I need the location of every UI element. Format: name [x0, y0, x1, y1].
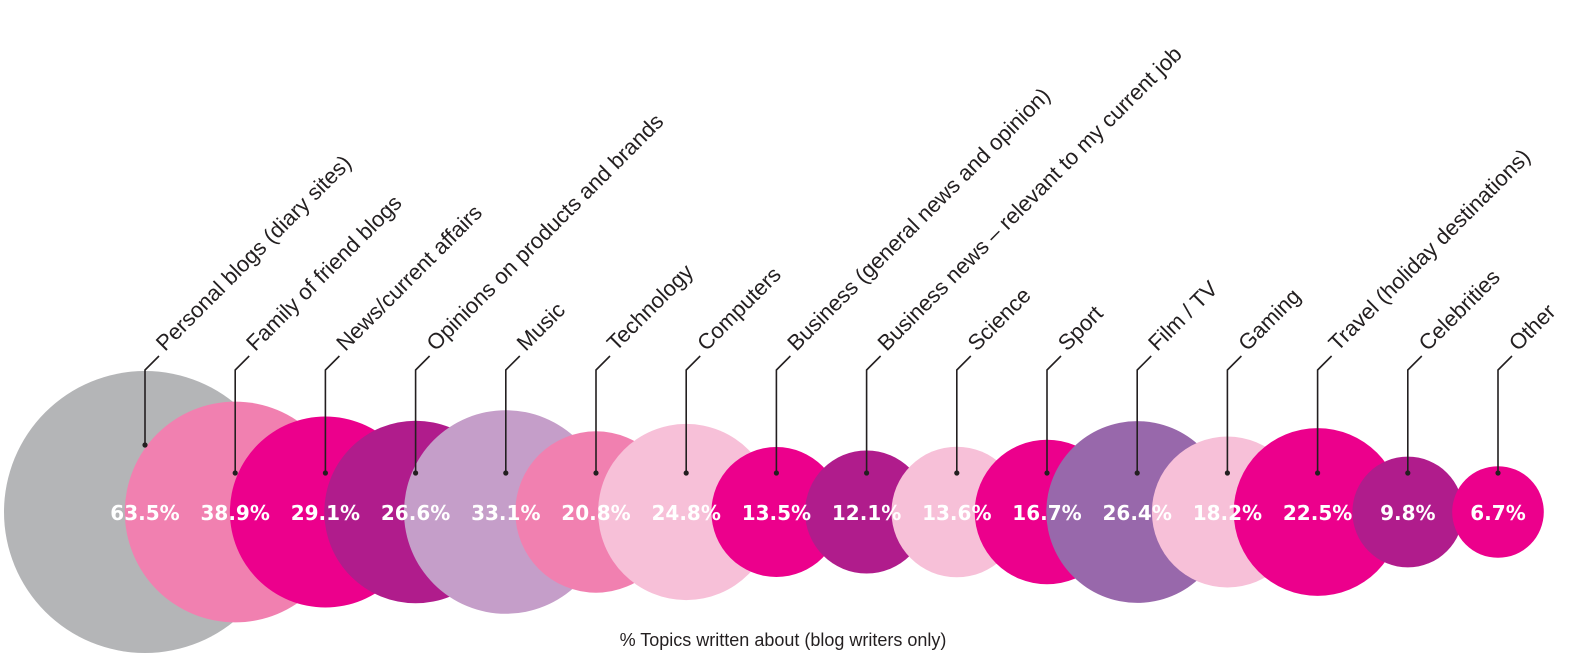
leader-dot [1134, 470, 1140, 476]
leader-dot [773, 470, 780, 476]
leader-line [1046, 355, 1062, 473]
value-label: 24.8% [652, 501, 721, 525]
leader-dot [322, 470, 328, 476]
value-label: 18.2% [1193, 501, 1262, 525]
leaders-layer [142, 355, 1513, 476]
bubble [711, 447, 842, 577]
value-label: 9.8% [1380, 501, 1435, 525]
leader-line [144, 355, 160, 445]
value-label: 16.7% [1012, 501, 1081, 525]
leader-dot [1405, 470, 1411, 476]
leader-line [1497, 355, 1513, 473]
leader-dot [1495, 470, 1501, 476]
leader-dot [232, 470, 238, 476]
leader-line [956, 355, 972, 473]
leader-line [1407, 355, 1423, 473]
value-label: 63.5% [110, 501, 179, 525]
leader-dot [954, 470, 960, 476]
leader-dot [1044, 470, 1050, 476]
leader-dot [1315, 470, 1321, 476]
value-label: 13.6% [922, 501, 991, 525]
leader-line [595, 355, 611, 473]
bubbles-layer [4, 371, 1544, 653]
value-label: 26.6% [381, 501, 450, 525]
leader-line [505, 355, 521, 473]
value-label: 13.5% [742, 501, 811, 525]
leader-dot [142, 442, 148, 448]
category-label: Family of friend blogs [241, 190, 407, 356]
bubble [1452, 466, 1544, 558]
leader-line [234, 355, 250, 473]
bubble [1233, 428, 1402, 596]
chart-caption: % Topics written about (blog writers onl… [620, 630, 947, 650]
category-label: Computers [692, 262, 786, 356]
leader-line [324, 355, 340, 473]
category-label: Business news – relevant to my current j… [872, 41, 1186, 355]
value-label: 38.9% [201, 501, 270, 525]
value-label: 33.1% [471, 501, 540, 525]
category-label: Science [963, 283, 1036, 356]
category-label: Gaming [1233, 283, 1305, 355]
leader-line [775, 355, 791, 473]
leader-line [1226, 355, 1242, 473]
value-label: 29.1% [291, 501, 360, 525]
category-label: Film / TV [1143, 276, 1223, 356]
leader-dot [593, 470, 599, 476]
leader-line [1136, 355, 1152, 473]
category-label: Other [1504, 299, 1561, 356]
leader-dot [683, 470, 689, 476]
category-label: Sport [1053, 301, 1108, 356]
leader-line [414, 355, 431, 473]
leader-line [685, 355, 701, 473]
category-label: Music [512, 297, 570, 355]
leader-dot [413, 470, 419, 476]
category-label: Celebrities [1414, 264, 1505, 355]
value-label: 20.8% [561, 501, 630, 525]
leader-dot [864, 470, 870, 476]
bubble [1352, 456, 1464, 568]
value-label: 26.4% [1103, 501, 1172, 525]
category-label: Technology [602, 259, 698, 355]
leader-line [1316, 355, 1333, 473]
value-label: 6.7% [1470, 501, 1525, 525]
leader-line [865, 355, 882, 473]
bubble [805, 450, 929, 574]
category-labels-layer: Personal blogs (diary sites)Family of fr… [151, 41, 1561, 355]
value-labels-layer: 63.5% 38.9% 29.1% 26.6% 33.1% 20.8% 24.8% 13.5%… [110, 501, 1525, 525]
value-label: 22.5% [1283, 501, 1352, 525]
value-label: 12.1% [832, 501, 901, 525]
leader-dot [1224, 470, 1230, 476]
leader-dot [503, 470, 509, 476]
